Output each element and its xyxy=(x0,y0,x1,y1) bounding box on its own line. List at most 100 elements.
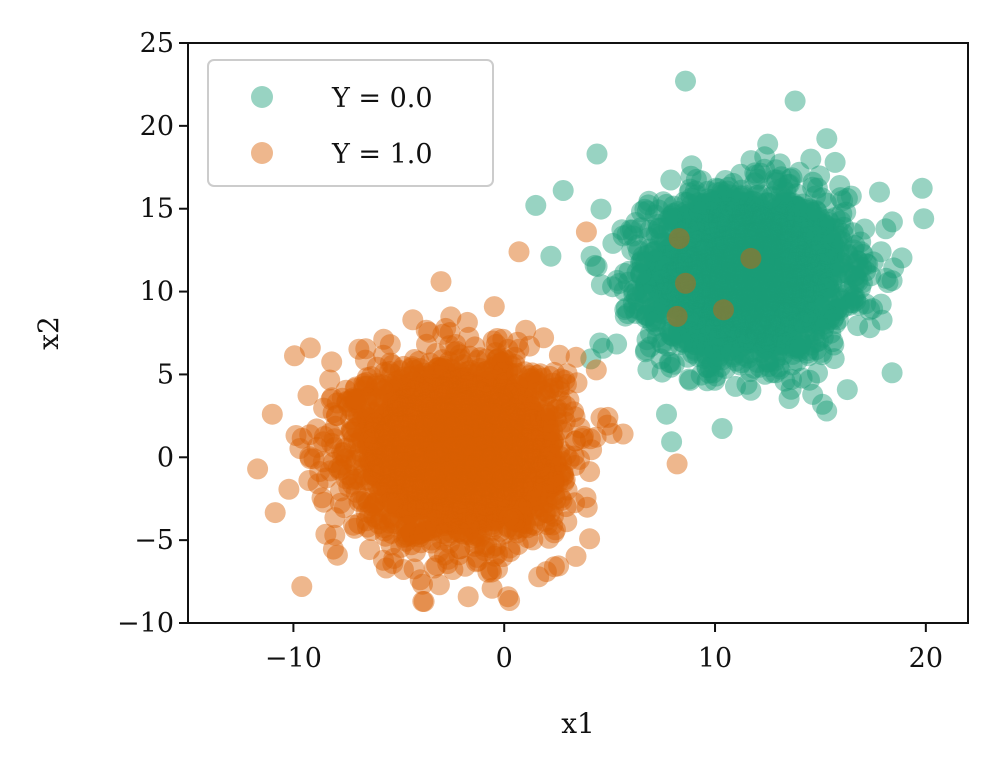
data-point-series-0 xyxy=(765,237,787,259)
data-point-series-0 xyxy=(802,171,824,193)
data-point-series-0 xyxy=(869,181,890,203)
data-point-series-0 xyxy=(721,249,743,271)
data-point-series-0 xyxy=(811,296,832,317)
data-point-series-0 xyxy=(729,234,751,256)
data-point-series-0 xyxy=(771,257,793,279)
data-point-series-0 xyxy=(677,319,699,341)
data-point-series-0 xyxy=(764,281,785,302)
data-point-series-0 xyxy=(757,133,779,155)
data-point-series-0 xyxy=(692,270,714,291)
data-point-series-0 xyxy=(746,351,768,373)
data-point-series-0 xyxy=(652,296,674,318)
data-point-series-0 xyxy=(743,255,765,276)
data-point-series-0 xyxy=(613,280,635,302)
data-point-series-0 xyxy=(778,238,800,260)
data-point-series-0 xyxy=(751,312,773,334)
data-point-series-0 xyxy=(682,283,704,304)
data-point-series-0 xyxy=(739,250,761,272)
data-point-series-0 xyxy=(745,329,767,351)
data-point-series-0 xyxy=(800,334,822,356)
data-point-series-0 xyxy=(800,294,822,316)
data-point-series-0 xyxy=(719,205,741,227)
data-point-series-0 xyxy=(800,203,822,225)
data-point-series-0 xyxy=(779,291,801,313)
data-point-series-0 xyxy=(759,299,781,321)
data-point-series-0 xyxy=(779,229,801,251)
data-point-series-0 xyxy=(741,292,763,314)
data-point-series-0 xyxy=(756,307,777,329)
data-point-series-0 xyxy=(698,247,720,269)
data-point-series-0 xyxy=(719,258,741,280)
data-point-series-0 xyxy=(788,306,810,327)
data-point-series-0 xyxy=(727,260,749,282)
data-point-series-0 xyxy=(711,233,733,255)
data-point-series-0 xyxy=(586,256,608,277)
data-point-series-0 xyxy=(756,192,778,214)
data-point-series-0 xyxy=(725,289,747,311)
data-point-series-0 xyxy=(725,262,747,284)
data-point-series-0 xyxy=(715,228,737,250)
data-point-series-0 xyxy=(798,235,820,257)
data-point-series-0 xyxy=(762,292,784,313)
data-point-series-0 xyxy=(736,244,758,266)
data-point-series-0 xyxy=(710,271,732,293)
data-point-series-0 xyxy=(709,291,731,313)
data-point-series-0 xyxy=(733,239,755,261)
data-point-series-0 xyxy=(735,245,757,267)
data-point-series-0 xyxy=(725,228,747,250)
data-point-series-0 xyxy=(756,257,778,279)
data-point-series-0 xyxy=(821,273,843,295)
data-point-series-0 xyxy=(732,185,753,207)
data-point-series-0 xyxy=(770,166,792,188)
data-point-series-0 xyxy=(644,294,666,316)
data-point-series-0 xyxy=(730,163,752,185)
data-point-series-0 xyxy=(716,206,738,228)
data-point-series-0 xyxy=(756,351,778,373)
data-point-series-0 xyxy=(755,332,776,354)
data-point-series-0 xyxy=(766,288,788,310)
data-point-series-0 xyxy=(816,235,838,257)
data-point-series-0 xyxy=(660,356,682,378)
data-point-series-0 xyxy=(632,246,654,268)
data-point-series-0 xyxy=(785,223,807,245)
data-point-series-0 xyxy=(724,225,746,247)
data-point-series-0 xyxy=(655,193,677,215)
data-point-series-0 xyxy=(820,227,842,249)
data-point-series-0 xyxy=(646,248,668,270)
data-point-series-0 xyxy=(780,298,802,320)
data-point-series-0 xyxy=(745,184,767,206)
data-point-series-0 xyxy=(652,249,674,271)
data-point-series-0 xyxy=(621,239,643,261)
data-point-series-0 xyxy=(754,255,776,277)
data-point-series-0 xyxy=(704,292,726,314)
data-point-series-0 xyxy=(723,295,745,317)
data-point-series-0 xyxy=(771,333,793,355)
data-point-series-0 xyxy=(636,305,657,327)
data-point-series-0 xyxy=(738,252,760,274)
data-point-series-0 xyxy=(690,330,712,352)
data-point-series-0 xyxy=(753,328,775,350)
data-point-series-0 xyxy=(728,274,750,296)
data-point-series-0 xyxy=(720,290,742,312)
data-point-series-0 xyxy=(813,217,835,239)
data-point-series-0 xyxy=(783,217,805,239)
data-point-series-0 xyxy=(732,249,754,271)
data-point-series-0 xyxy=(797,247,819,269)
data-point-series-0 xyxy=(748,224,770,245)
data-point-series-0 xyxy=(718,312,740,334)
data-point-series-0 xyxy=(697,188,719,210)
data-point-series-1 xyxy=(278,478,300,500)
data-point-series-0 xyxy=(728,284,750,306)
data-point-series-0 xyxy=(816,128,838,150)
data-point-series-0 xyxy=(658,234,680,256)
data-point-series-0 xyxy=(737,243,758,264)
data-point-series-0 xyxy=(792,193,814,215)
data-point-series-0 xyxy=(804,320,826,342)
data-point-series-0 xyxy=(737,242,759,264)
data-point-series-0 xyxy=(691,296,713,318)
data-point-series-0 xyxy=(881,270,903,292)
data-point-series-0 xyxy=(716,267,738,289)
data-point-series-0 xyxy=(665,270,687,292)
data-point-series-0 xyxy=(770,297,792,319)
data-point-series-0 xyxy=(735,259,756,281)
